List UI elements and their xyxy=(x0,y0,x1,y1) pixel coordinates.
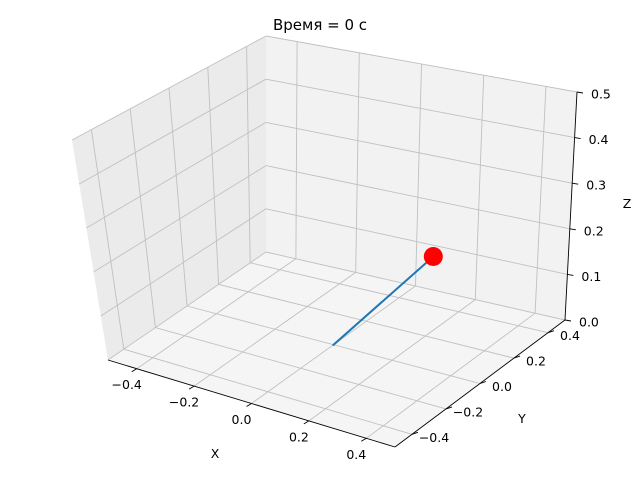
x-tick-3 xyxy=(303,420,310,425)
y-tick-4 xyxy=(547,330,555,334)
x-tick-label-4: 0.4 xyxy=(346,447,366,462)
y-axis-label: Y xyxy=(517,411,526,426)
grid-left-y-0 xyxy=(90,129,125,350)
grid-left-z-3 xyxy=(86,122,267,229)
y-tick-label-2: 0.0 xyxy=(492,379,512,394)
grid-back-x-2 xyxy=(415,63,422,287)
z-tick-label-3: 0.3 xyxy=(586,178,606,193)
tick-marks xyxy=(131,91,584,442)
grid-floor-y-1 xyxy=(155,327,447,410)
z-tick-label-1: 0.1 xyxy=(581,269,601,284)
x-tick-4 xyxy=(361,437,367,442)
grid-left-y-2 xyxy=(168,87,188,307)
grid-back-x-4 xyxy=(534,86,547,314)
grid-floor-y-4 xyxy=(250,262,549,334)
y-tick-label-3: 0.2 xyxy=(526,354,546,369)
chart-title: Время = 0 с xyxy=(273,16,367,34)
grid-left-z-0 xyxy=(107,251,267,361)
z-tick-label-4: 0.4 xyxy=(589,132,609,147)
x-tick-label-3: 0.2 xyxy=(289,429,309,444)
grid-back-x-3 xyxy=(474,75,485,300)
x-tick-label-1: −0.2 xyxy=(169,395,199,410)
y-tick-2 xyxy=(479,381,487,384)
x-tick-label-0: −0.4 xyxy=(112,377,142,392)
grid-left-y-3 xyxy=(207,67,220,285)
z-tick-0 xyxy=(564,319,572,322)
grid-left-y-4 xyxy=(246,46,251,263)
y-tick-label-4: 0.4 xyxy=(560,328,580,343)
grid-back-z-2 xyxy=(265,165,570,230)
back-pane xyxy=(266,36,577,320)
grid-left-z-2 xyxy=(93,165,267,273)
x-tick-2 xyxy=(246,403,252,407)
x-tick-1 xyxy=(188,385,195,390)
grid-floor-y-0 xyxy=(123,348,413,435)
series-0-rod-line xyxy=(332,255,435,347)
z-tick-label-5: 0.5 xyxy=(591,87,611,102)
grid-left-z-5 xyxy=(71,35,267,141)
z-tick-2 xyxy=(569,228,576,231)
grid-floor-y-3 xyxy=(218,283,515,359)
y-tick-0 xyxy=(411,431,419,435)
z-axis-label: Z xyxy=(623,196,632,211)
z-tick-label-2: 0.2 xyxy=(584,223,604,238)
floor-pane xyxy=(108,252,565,447)
left-pane xyxy=(72,36,266,360)
grid-back-z-5 xyxy=(265,35,578,93)
y-tick-3 xyxy=(513,355,521,359)
z-tick-label-0: 0.0 xyxy=(579,315,599,330)
grid-back-x-1 xyxy=(355,52,360,273)
grid-left-z-4 xyxy=(78,78,267,185)
grid-back-z-4 xyxy=(265,78,575,139)
z-tick-5 xyxy=(576,91,584,94)
y-tick-label-0: −0.4 xyxy=(419,430,449,445)
z-tick-4 xyxy=(574,137,581,140)
z-tick-1 xyxy=(567,273,574,276)
z-axis-line xyxy=(564,91,578,321)
axis-panes xyxy=(72,36,577,447)
y-tick-1 xyxy=(445,406,453,410)
grid-back-z-1 xyxy=(265,208,568,275)
z-tick-3 xyxy=(572,182,579,185)
grid-back-x-0 xyxy=(295,41,298,259)
grid-lines xyxy=(71,35,578,439)
grid-left-z-1 xyxy=(100,208,267,317)
x-tick-0 xyxy=(131,368,137,373)
x-tick-label-2: 0.0 xyxy=(232,412,252,427)
plot-marks xyxy=(332,247,443,347)
grid-back-z-0 xyxy=(265,251,566,321)
series-1-bob-point-0 xyxy=(423,247,443,266)
grid-back-z-3 xyxy=(265,121,573,184)
grid-left-y-1 xyxy=(129,108,156,328)
y-tick-label-1: −0.2 xyxy=(453,404,483,419)
x-axis-label: X xyxy=(211,446,220,461)
tick-labels: −0.4−0.20.00.20.4−0.4−0.20.00.20.40.00.1… xyxy=(112,87,611,462)
